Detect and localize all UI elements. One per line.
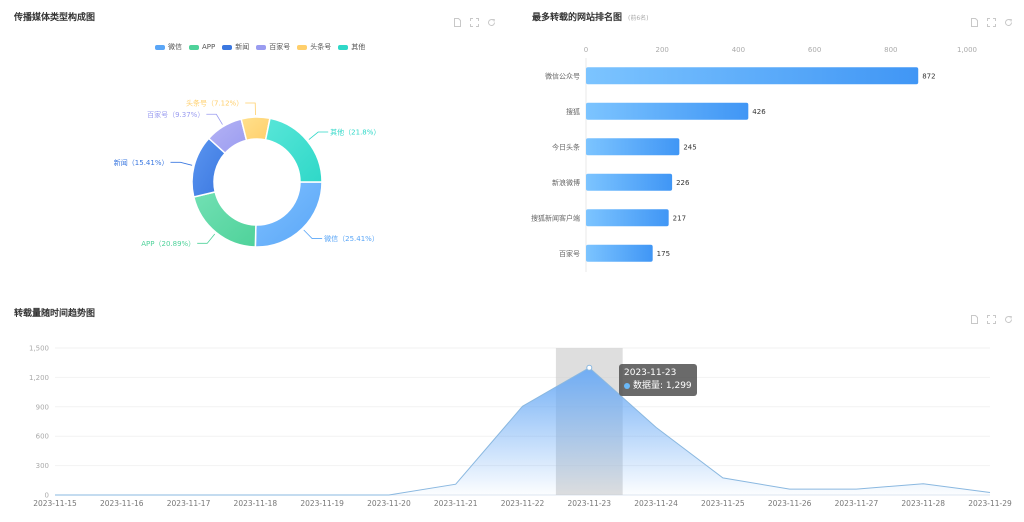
series-dot-icon <box>624 382 630 389</box>
slice-label: 微信（25.41%） <box>324 234 379 243</box>
legend-item[interactable]: 新闻 <box>222 42 249 52</box>
bar-value-label: 872 <box>922 72 935 80</box>
site-ranking-title: 最多转载的网站排名图 (前6名) <box>532 10 649 23</box>
y-category-label: 新浪微博 <box>552 178 580 187</box>
label-leader-line <box>245 102 256 116</box>
x-tick-label: 400 <box>732 46 745 54</box>
bar[interactable] <box>586 209 669 227</box>
bar-value-label: 217 <box>673 214 686 222</box>
legend-swatch <box>256 44 267 50</box>
label-leader-line <box>303 229 323 239</box>
legend-swatch <box>297 44 308 50</box>
site-ranking-toolbox <box>970 12 1013 27</box>
slice-label: 新闻（15.41%） <box>114 158 169 167</box>
bar[interactable] <box>586 138 680 156</box>
refresh-icon[interactable] <box>1004 309 1013 323</box>
fullscreen-icon[interactable] <box>987 12 996 27</box>
save-image-icon[interactable] <box>970 12 979 27</box>
donut-slice[interactable] <box>264 117 323 183</box>
media-type-title: 传播媒体类型构成图 <box>14 13 96 23</box>
site-ranking-panel: 最多转载的网站排名图 (前6名) <box>512 0 1024 290</box>
trend-tooltip: 2023-11-23 数据量: 1,299 <box>619 364 697 396</box>
y-category-label: 微信公众号 <box>545 71 580 80</box>
trend-panel: 转载量随时间趋势图 <box>0 295 1024 522</box>
bar-chart: 0 200 400 600 800 1,000 微信公众号 872 搜狐 426 今日头条 245 新浪… <box>531 46 977 272</box>
bar-value-label: 175 <box>657 250 670 258</box>
donut-slice[interactable] <box>192 191 257 248</box>
bar[interactable] <box>586 102 749 120</box>
y-category-label: 搜狐 <box>566 107 580 116</box>
site-ranking-title-text: 最多转载的网站排名图 <box>532 13 623 23</box>
tooltip-row: 数据量: 1,299 <box>624 380 692 393</box>
legend-label: 头条号 <box>310 43 332 51</box>
legend-swatch <box>189 44 199 50</box>
tooltip-date: 2023-11-23 <box>624 368 677 378</box>
site-ranking-subtitle: (前6名) <box>628 15 649 22</box>
slice-label: 百家号（9.37%） <box>147 110 204 119</box>
legend-item[interactable]: 其他 <box>338 42 365 52</box>
bar-value-label: 245 <box>683 143 696 151</box>
donut-chart: 微信（25.41%） APP（20.89%） 新闻（15.41%） 百家号（9.37%… <box>114 99 381 248</box>
legend-swatch <box>155 44 165 50</box>
refresh-icon[interactable] <box>487 12 496 26</box>
save-image-icon[interactable] <box>970 309 979 324</box>
save-image-icon[interactable] <box>453 12 462 27</box>
tooltip-value: 数据量: 1,299 <box>633 381 692 391</box>
label-leader-line <box>206 113 223 125</box>
fullscreen-icon[interactable] <box>470 12 479 27</box>
legend-item[interactable]: 微信 <box>155 42 182 52</box>
x-tick-label: 600 <box>808 46 821 54</box>
legend-item[interactable]: APP <box>189 42 215 52</box>
legend-label: 新闻 <box>235 43 250 51</box>
x-tick-label: 0 <box>584 46 588 54</box>
trend-toolbox <box>970 309 1013 324</box>
legend-swatch <box>338 44 349 50</box>
media-type-legend: 微信 APP 新闻 百家号 头条号 其他 <box>155 42 365 52</box>
label-leader-line <box>308 131 329 140</box>
legend-label: 微信 <box>168 43 182 51</box>
slice-label: APP（20.89%） <box>141 240 195 248</box>
slice-label: 其他（21.8%） <box>330 128 380 137</box>
slice-label: 头条号（7.12%） <box>186 99 243 108</box>
bar[interactable] <box>586 244 653 262</box>
label-leader-line <box>197 233 216 244</box>
y-category-label: 今日头条 <box>552 142 580 151</box>
media-type-toolbox <box>453 12 496 27</box>
legend-label: APP <box>202 43 216 51</box>
label-leader-line <box>170 161 193 166</box>
x-tick-label: 1,000 <box>957 46 977 54</box>
x-tick-label: 200 <box>656 46 669 54</box>
trend-title: 转载量随时间趋势图 <box>14 309 96 319</box>
refresh-icon[interactable] <box>1004 12 1013 26</box>
bar-value-label: 426 <box>752 108 766 116</box>
bar[interactable] <box>586 67 919 85</box>
donut-slice[interactable] <box>254 181 323 248</box>
legend-swatch <box>222 44 233 50</box>
x-tick-label: 800 <box>884 46 897 54</box>
legend-item[interactable]: 百家号 <box>256 42 290 52</box>
legend-label: 百家号 <box>269 43 291 51</box>
bar[interactable] <box>586 173 673 191</box>
legend-item[interactable]: 头条号 <box>297 42 331 52</box>
fullscreen-icon[interactable] <box>987 309 996 324</box>
bar-value-label: 226 <box>676 179 690 187</box>
legend-label: 其他 <box>351 43 366 51</box>
y-category-label: 搜狐新闻客户端 <box>531 213 580 222</box>
y-category-label: 百家号 <box>559 249 580 258</box>
media-type-panel: 传播媒体类型构成图 微信 APP 新闻 百家号 头条号 其他 微信（25.41%） APP（… <box>0 0 512 290</box>
